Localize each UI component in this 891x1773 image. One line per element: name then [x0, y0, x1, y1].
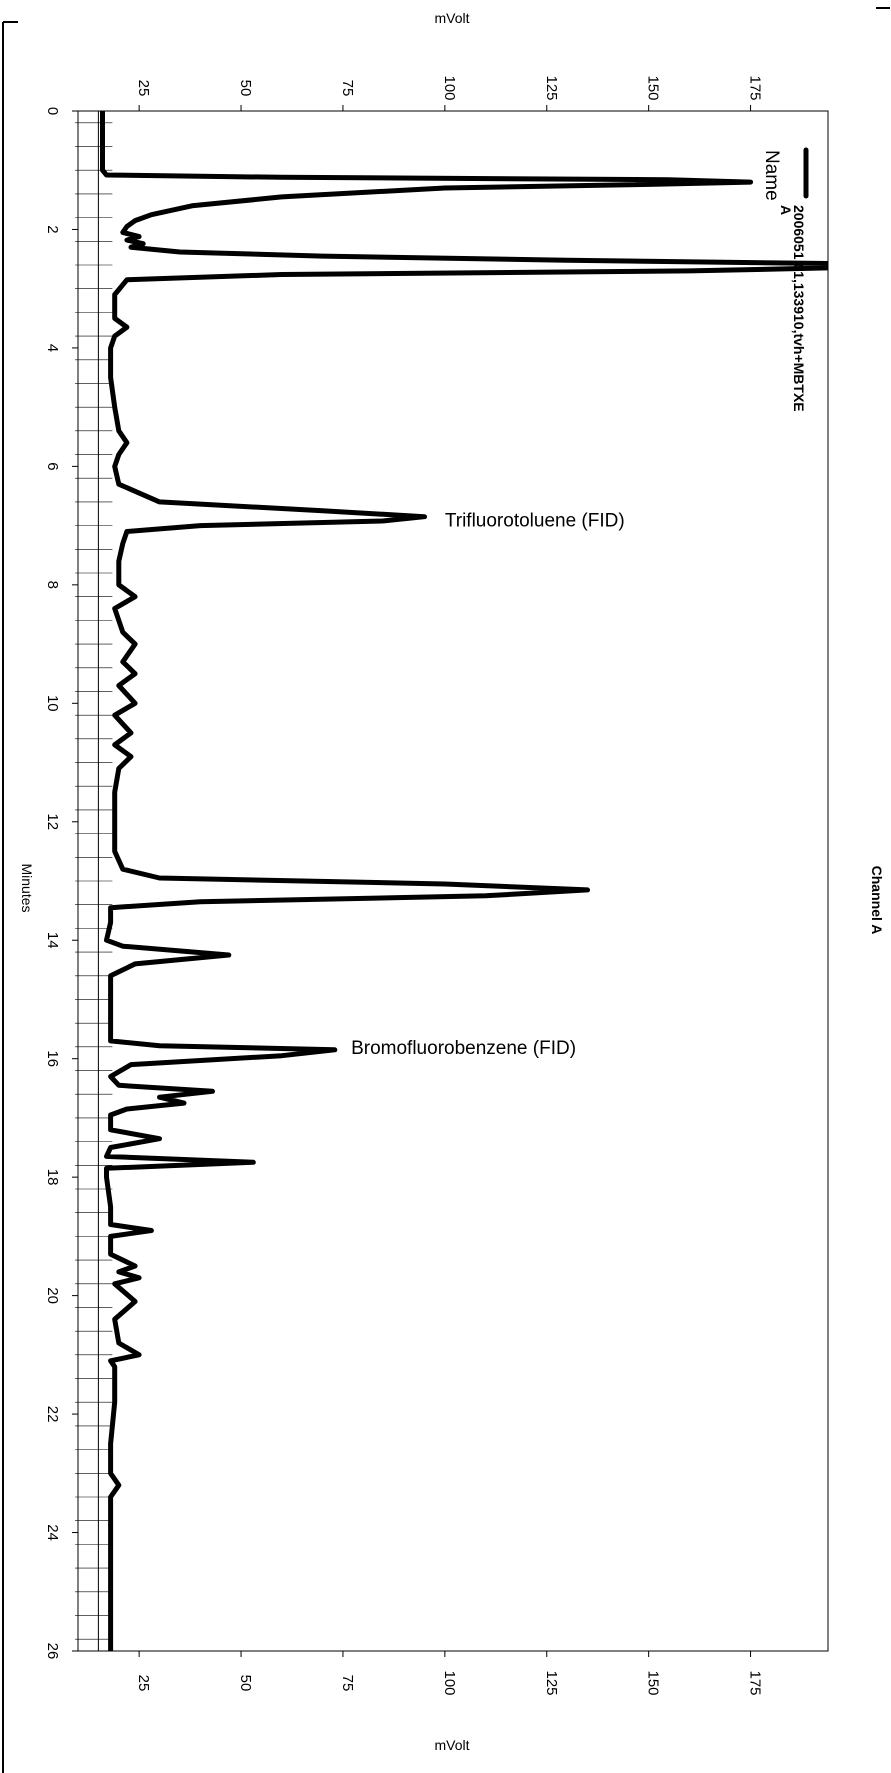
time-axis-title: Minutes [19, 863, 35, 912]
time-tick-label: 8 [44, 581, 61, 589]
mvolt-tick-label-top: 125 [543, 75, 560, 100]
mvolt-tick-label-bottom: 150 [645, 1670, 662, 1695]
time-tick-label: 12 [44, 813, 61, 830]
time-tick-label: 16 [44, 1050, 61, 1067]
mvolt-tick-label-top: 50 [237, 80, 254, 97]
mvolt-tick-label-bottom: 175 [747, 1670, 764, 1695]
annotation-bromofluorobenzene: Bromofluorobenzene (FID) [351, 1038, 576, 1059]
time-tick-label: 14 [44, 932, 61, 949]
time-tick-label: 26 [44, 1643, 61, 1660]
mvolt-tick-label-bottom: 125 [543, 1670, 560, 1695]
minor-ticks [75, 122, 113, 1640]
time-tick-label: 0 [44, 107, 61, 115]
legend-entry-name: 2006051 01,133910,tvh+MBTXE [791, 205, 807, 412]
mvolt-tick-label-bottom: 25 [135, 1675, 152, 1692]
mvolt-tick-label-top: 175 [747, 75, 764, 100]
mvolt-tick-label-top: 25 [135, 80, 152, 97]
top-axis-title: mVolt [434, 10, 469, 26]
bottom-axis-title: mVolt [434, 1737, 469, 1753]
series-line-A [100, 111, 828, 1651]
mvolt-tick-label-top: 75 [339, 80, 356, 97]
time-tick-label: 10 [44, 695, 61, 712]
time-tick-label: 22 [44, 1406, 61, 1423]
legend-entry-id: A [778, 205, 794, 215]
legend-header: Name [761, 150, 782, 201]
time-tick-label: 6 [44, 462, 61, 470]
mvolt-tick-label-top: 100 [441, 75, 458, 100]
time-tick-label: 24 [44, 1524, 61, 1541]
page-frame [2, 7, 890, 1773]
legend: Name A 2006051 01,133910,tvh+MBTXE [761, 147, 809, 412]
time-tick-label: 4 [44, 344, 61, 352]
mvolt-tick-label-top: 150 [645, 75, 662, 100]
time-tick-label: 2 [44, 225, 61, 233]
channel-title: Channel A [869, 866, 885, 935]
annotation-trifluorotoluene: Trifluorotoluene (FID) [445, 511, 625, 532]
mvolt-tick-label-bottom: 100 [441, 1670, 458, 1695]
mvolt-axis-ticks: 25 25 50 50 75 75 100 100 125 125 150 150 175 175 [135, 75, 763, 1695]
time-tick-label: 18 [44, 1169, 61, 1186]
mvolt-tick-label-bottom: 75 [339, 1675, 356, 1692]
mvolt-tick-label-bottom: 50 [237, 1675, 254, 1692]
time-tick-label: 20 [44, 1287, 61, 1304]
